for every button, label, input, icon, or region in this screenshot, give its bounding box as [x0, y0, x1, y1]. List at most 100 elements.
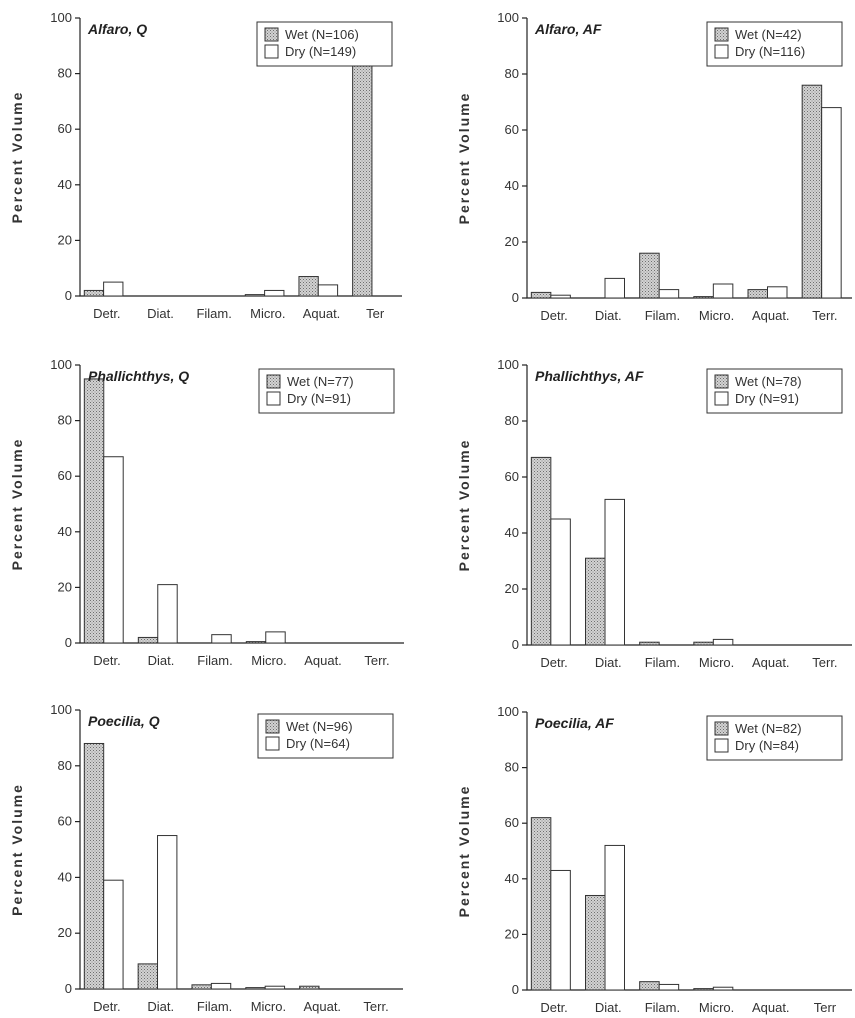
y-tick-label: 100: [497, 357, 519, 372]
legend-label: Dry (N=116): [735, 44, 805, 59]
bar-dry-3: [264, 289, 285, 297]
y-tick-label: 40: [505, 525, 519, 540]
bar-wet-3: [693, 296, 714, 299]
legend-label: Dry (N=149): [285, 44, 356, 59]
chart-title: Phallichthys, AF: [535, 368, 644, 384]
category-label: Terr: [814, 1000, 837, 1015]
y-tick-label: 100: [497, 704, 519, 719]
y-tick-label: 100: [497, 10, 519, 25]
category-label: Detr.: [540, 308, 567, 323]
bar-wet-2: [639, 981, 660, 991]
y-tick-label: 40: [505, 871, 519, 886]
bar-dry-0: [550, 869, 571, 991]
chart-panel-0: 0 20 40 60 80 100 Percent Volume Detr. Diat. Fila…: [9, 10, 402, 321]
bar-wet-1: [585, 557, 606, 646]
y-tick-label: 100: [50, 10, 72, 25]
category-label: Filam.: [645, 655, 680, 670]
category-label: Detr.: [540, 1000, 567, 1015]
legend-box: [256, 21, 393, 67]
chart-title: Poecilia, Q: [88, 713, 160, 729]
y-tick-label: 40: [505, 178, 519, 193]
legend-box: [258, 368, 395, 414]
bar-dry-2: [658, 983, 680, 991]
legend-label: Dry (N=91): [287, 391, 351, 406]
y-tick-label: 60: [505, 122, 519, 137]
bar-wet-2: [639, 252, 660, 299]
y-tick-label: 80: [505, 760, 519, 775]
y-axis-label: Percent Volume: [456, 439, 472, 572]
legend-box: [706, 715, 843, 761]
category-label: Diat.: [595, 1000, 622, 1015]
legend-swatch-wet: [264, 27, 279, 42]
category-label: Aquat.: [303, 306, 341, 321]
category-label: Filam.: [197, 653, 232, 668]
y-axis-label: Percent Volume: [456, 92, 472, 225]
category-label: Micro.: [250, 306, 285, 321]
category-label: Terr.: [363, 999, 388, 1014]
category-label: Diat.: [147, 306, 174, 321]
category-label: Micro.: [699, 655, 734, 670]
y-tick-label: 60: [58, 814, 72, 829]
category-label: Diat.: [595, 308, 622, 323]
bar-wet-3: [693, 988, 714, 991]
legend-swatch-wet: [714, 27, 729, 42]
y-tick-label: 60: [505, 815, 519, 830]
bar-dry-0: [103, 456, 124, 644]
legend-swatch-dry: [714, 738, 729, 753]
y-tick-label: 100: [50, 357, 72, 372]
bar-wet-3: [245, 987, 266, 990]
bar-dry-1: [604, 844, 625, 991]
bar-dry-2: [211, 634, 232, 644]
y-tick-label: 60: [58, 468, 72, 483]
y-tick-label: 80: [58, 413, 72, 428]
chart-title: Poecilia, AF: [535, 715, 614, 731]
bar-wet-5: [801, 84, 823, 299]
y-tick-label: 20: [505, 581, 519, 596]
bar-wet-3: [244, 294, 266, 297]
chart-title: Phallichthys, Q: [88, 368, 189, 384]
y-tick-label: 40: [58, 524, 72, 539]
category-label: Aquat.: [752, 655, 790, 670]
bar-dry-0: [550, 294, 571, 299]
y-tick-label: 40: [58, 869, 72, 884]
bar-wet-4: [299, 985, 320, 990]
category-label: Micro.: [251, 999, 286, 1014]
legend-swatch-wet: [714, 721, 729, 736]
y-tick-label: 0: [512, 637, 519, 652]
bar-dry-3: [264, 985, 286, 990]
y-tick-label: 60: [505, 469, 519, 484]
legend-label: Wet (N=82): [735, 721, 802, 736]
y-tick-label: 0: [65, 288, 72, 303]
bar-dry-0: [103, 281, 124, 297]
legend-swatch-dry: [265, 736, 280, 751]
category-label: Micro.: [699, 1000, 734, 1015]
category-label: Diat.: [147, 999, 174, 1014]
y-tick-label: 80: [505, 413, 519, 428]
legend-label: Dry (N=64): [286, 736, 350, 751]
y-tick-label: 40: [58, 177, 72, 192]
category-label: Micro.: [699, 308, 734, 323]
bar-dry-1: [157, 584, 178, 644]
legend-label: Wet (N=96): [286, 719, 353, 734]
y-tick-label: 80: [505, 66, 519, 81]
category-label: Micro.: [251, 653, 286, 668]
bar-dry-2: [658, 289, 680, 299]
category-label: Filam.: [196, 306, 231, 321]
legend-swatch-wet: [266, 374, 281, 389]
category-label: Ter: [366, 306, 385, 321]
bar-dry-1: [604, 277, 625, 299]
legend-swatch-wet: [714, 374, 729, 389]
category-label: Terr.: [364, 653, 389, 668]
category-label: Filam.: [645, 1000, 680, 1015]
y-tick-label: 0: [65, 981, 72, 996]
bar-dry-3: [712, 283, 734, 299]
y-axis-label: Percent Volume: [9, 783, 25, 916]
legend-label: Wet (N=78): [735, 374, 802, 389]
y-tick-label: 20: [505, 926, 519, 941]
legend-swatch-dry: [266, 391, 281, 406]
legend-box: [706, 21, 843, 67]
y-axis-label: Percent Volume: [456, 785, 472, 918]
chart-panel-1: 0 20 40 60 80 100 Percent Volume Detr. Diat. Fila…: [456, 10, 852, 323]
bar-wet-0: [530, 817, 552, 991]
bar-dry-0: [550, 518, 571, 646]
